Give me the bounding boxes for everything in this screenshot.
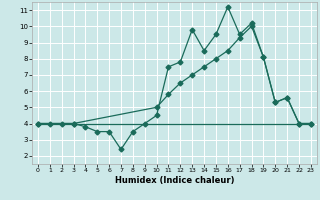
X-axis label: Humidex (Indice chaleur): Humidex (Indice chaleur) xyxy=(115,176,234,185)
